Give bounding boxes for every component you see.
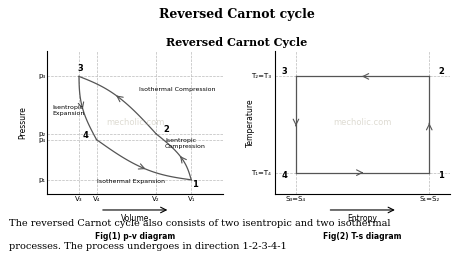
Text: 4: 4 [83,131,89,140]
Text: The reversed Carnot cycle also consists of two isentropic and two isothermal: The reversed Carnot cycle also consists … [9,219,391,228]
Text: Temperature: Temperature [246,98,255,147]
Text: p₃: p₃ [38,73,46,79]
Text: 2: 2 [438,66,444,76]
Text: T₁=T₄: T₁=T₄ [252,170,272,176]
Text: Fig(1) p-v diagram: Fig(1) p-v diagram [95,231,175,240]
Text: Isothermal Expansion: Isothermal Expansion [97,179,164,184]
Text: 1: 1 [438,171,444,180]
Text: Reversed Carnot cycle: Reversed Carnot cycle [159,8,315,21]
Text: Entropy: Entropy [347,214,378,223]
Text: mecholic.com: mecholic.com [333,118,392,127]
Text: Isentropic
Compression: Isentropic Compression [165,138,206,149]
Text: Reversed Carnot Cycle: Reversed Carnot Cycle [166,37,308,48]
Text: processes. The process undergoes in direction 1-2-3-4-1: processes. The process undergoes in dire… [9,242,287,251]
Text: Isentropic
Expansion: Isentropic Expansion [53,105,85,116]
Text: Fig(2) T-s diagram: Fig(2) T-s diagram [323,231,402,240]
Text: 1: 1 [192,180,198,189]
Text: p₂: p₂ [38,131,46,137]
Text: p₄: p₄ [38,137,46,143]
Text: 4: 4 [282,171,288,180]
Text: 3: 3 [78,64,83,73]
Text: Volume: Volume [121,214,149,223]
Text: mecholic.com: mecholic.com [106,118,164,127]
Text: 2: 2 [164,125,170,134]
Text: Isothermal Compression: Isothermal Compression [138,87,215,92]
Text: Pressure: Pressure [18,106,27,139]
Text: p₁: p₁ [38,177,46,183]
Text: T₂=T₃: T₂=T₃ [251,73,272,79]
Text: 3: 3 [282,66,288,76]
